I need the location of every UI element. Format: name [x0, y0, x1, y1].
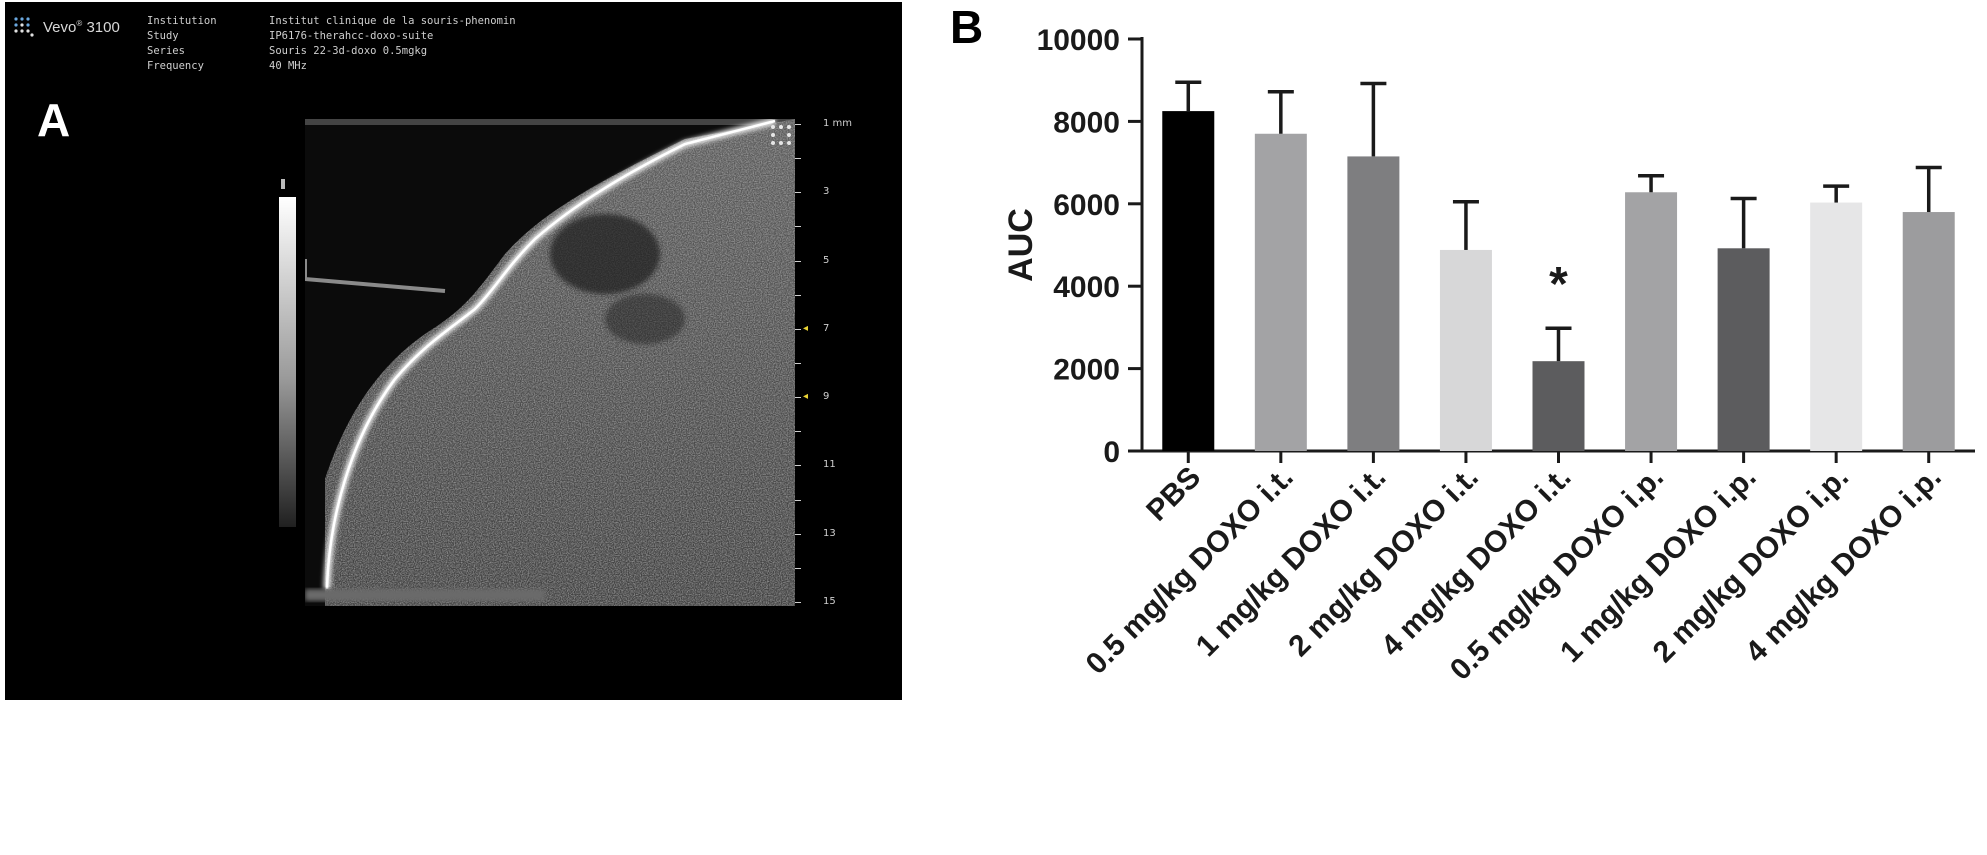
y-tick-label: 6000	[1053, 189, 1120, 222]
bar	[1347, 156, 1400, 452]
vevo-logo: Vevo® 3100	[13, 16, 120, 38]
category-label: PBS	[1140, 461, 1207, 528]
depth-tick	[795, 124, 801, 125]
depth-label: 9	[823, 391, 830, 403]
metadata-row-institution: Institution Institut clinique de la sour…	[147, 14, 516, 29]
vevo-model-text: Vevo® 3100	[43, 18, 120, 36]
y-tick-label: 8000	[1053, 106, 1120, 139]
metadata-label: Frequency	[147, 60, 204, 72]
depth-label: 11	[823, 459, 836, 471]
bar	[1625, 192, 1678, 451]
depth-tick	[795, 328, 801, 330]
bar	[1717, 248, 1770, 451]
metadata-label: Institution	[147, 15, 217, 27]
metadata-value: IP6176-therahcc-doxo-suite	[269, 30, 434, 42]
metadata-value: Souris 22-3d-doxo 0.5mgkg	[269, 45, 428, 57]
y-axis-label: AUC	[1002, 208, 1040, 282]
metadata-row-study: Study IP6176-therahcc-doxo-suite	[147, 29, 516, 44]
depth-tick	[795, 226, 801, 228]
metadata-row-series: Series Souris 22-3d-doxo 0.5mgkg	[147, 44, 516, 59]
depth-tick	[795, 602, 801, 603]
ultrasound-panel: Vevo® 3100 Institution Institut clinique…	[5, 2, 902, 700]
focus-marker-icon: ◂	[803, 322, 809, 334]
significance-marker: *	[1549, 258, 1568, 311]
y-tick-label: 0	[1103, 436, 1120, 469]
bar	[1902, 212, 1955, 451]
gain-marker	[281, 179, 285, 189]
bar	[1439, 249, 1492, 451]
depth-tick	[795, 158, 801, 160]
study-metadata: Institution Institut clinique de la sour…	[147, 14, 516, 74]
depth-label: 15	[823, 596, 836, 607]
depth-tick	[795, 294, 801, 296]
depth-label: 7	[823, 322, 830, 334]
gain-scale-bar	[279, 197, 296, 527]
depth-tick	[795, 260, 801, 262]
bar	[1532, 361, 1585, 451]
bar	[1254, 133, 1307, 451]
depth-label: 5	[823, 254, 830, 266]
metadata-value: Institut clinique de la souris-phenomin	[269, 15, 516, 27]
depth-tick	[795, 431, 801, 433]
depth-tick	[795, 499, 801, 501]
panel-letter-b: B	[950, 1, 984, 53]
bar	[1810, 202, 1863, 451]
depth-tick	[795, 567, 801, 569]
depth-tick	[795, 533, 801, 535]
metadata-label: Study	[147, 30, 179, 42]
depth-tick	[795, 465, 801, 467]
depth-label: 1 mm	[823, 118, 853, 129]
metadata-value: 40 MHz	[269, 60, 307, 72]
metadata-label: Series	[147, 45, 185, 57]
metadata-row-frequency: Frequency 40 MHz	[147, 59, 516, 74]
panel-letter-a: A	[37, 94, 71, 146]
depth-tick	[795, 363, 801, 364]
depth-tick	[795, 397, 801, 399]
bar	[1162, 111, 1215, 451]
y-tick-label: 10000	[1037, 24, 1120, 57]
y-tick-label: 2000	[1053, 354, 1120, 387]
y-tick-label: 4000	[1053, 271, 1120, 304]
depth-label: 3	[823, 186, 830, 198]
ultrasound-image	[305, 119, 795, 606]
vevo-dot-grid-icon	[14, 17, 34, 37]
depth-tick	[795, 192, 801, 194]
depth-scale: 1 mm 3 5 7 9 11 13 15 ◂ ◂	[795, 118, 885, 609]
depth-label: 13	[823, 527, 836, 539]
focus-marker-icon: ◂	[803, 391, 809, 403]
